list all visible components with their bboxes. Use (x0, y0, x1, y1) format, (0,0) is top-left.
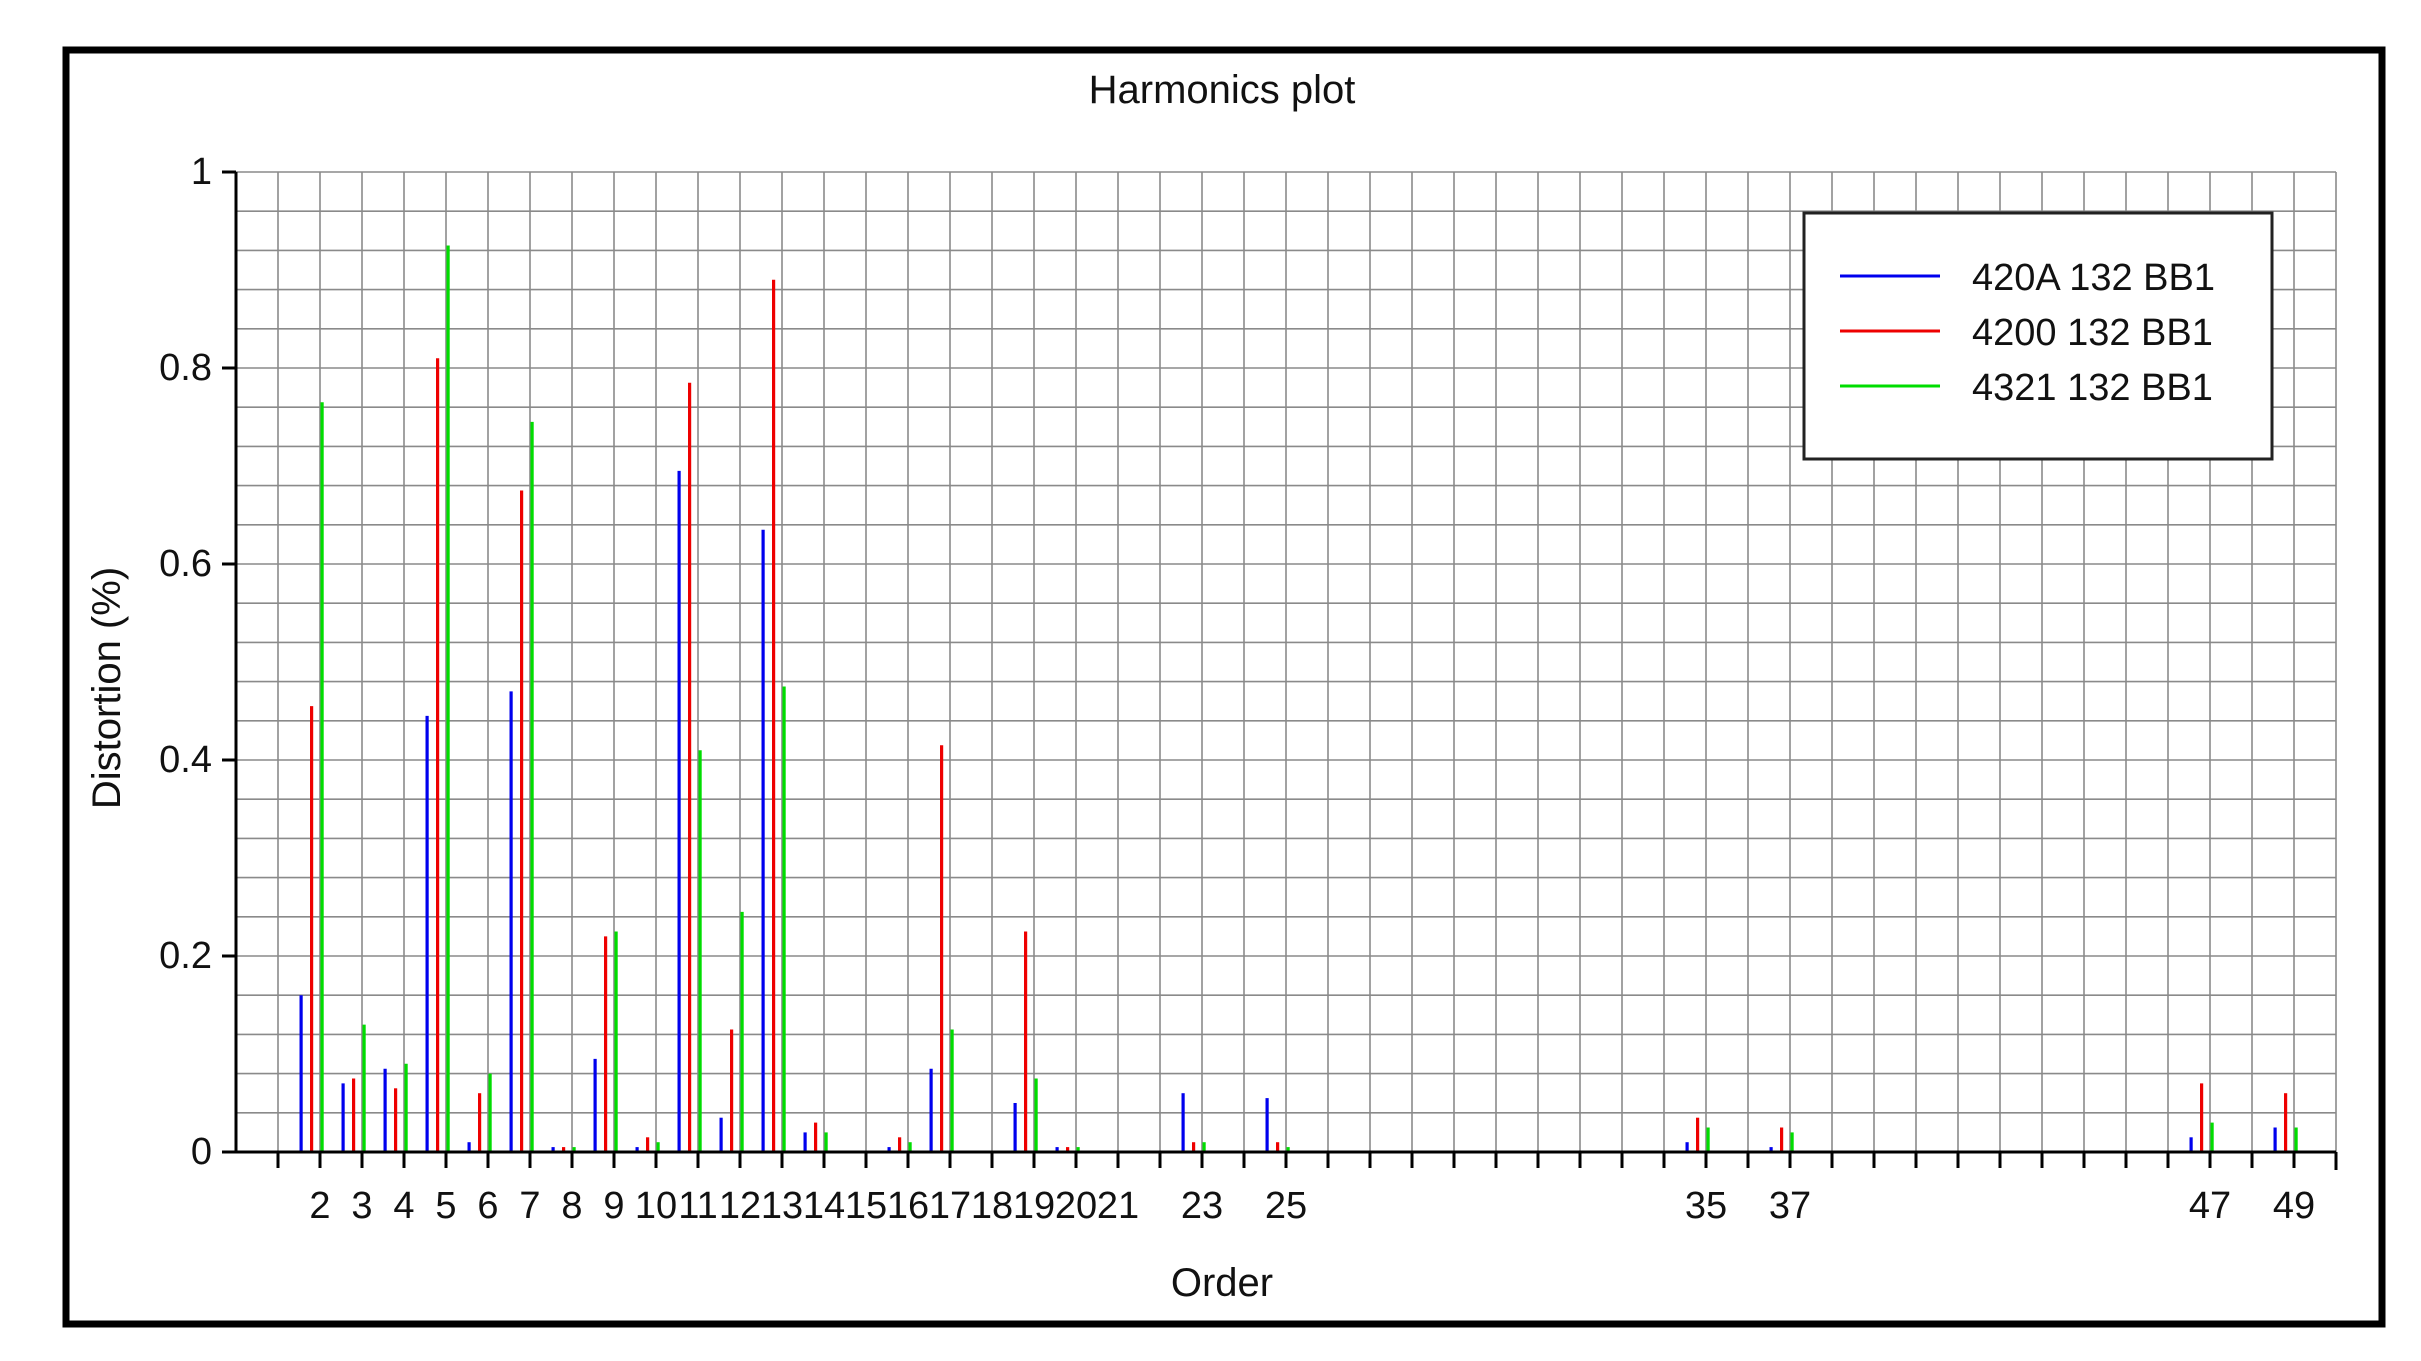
y-tick-label: 0.4 (159, 739, 212, 781)
legend-label: 4321 132 BB1 (1972, 367, 2213, 409)
legend-box (1802, 211, 2274, 461)
x-tick-label: 14 (803, 1185, 845, 1227)
x-tick-label: 17 (929, 1185, 971, 1227)
x-tick-label: 4 (393, 1185, 414, 1227)
x-tick-label: 11 (678, 1185, 717, 1227)
x-ticks: 2 3 4 5 6 7 8 9 10 11 12 13 14 15 16 17 18 19 20 21 23 25 35 37… (276, 1152, 2315, 1227)
chart-title: Harmonics plot (1089, 68, 1356, 112)
x-tick-label: 6 (477, 1185, 498, 1227)
x-tick-label: 13 (761, 1185, 803, 1227)
grid (236, 171, 2337, 1152)
legend-label: 4200 132 BB1 (1972, 312, 2213, 354)
x-tick-label: 9 (603, 1185, 624, 1227)
x-tick-label: 5 (435, 1185, 456, 1227)
x-tick-label: 23 (1181, 1185, 1223, 1227)
x-tick-label: 49 (2273, 1185, 2315, 1227)
x-tick-label: 37 (1769, 1185, 1811, 1227)
x-axis-label: Order (1171, 1261, 1273, 1305)
x-tick-label: 15 (845, 1185, 887, 1227)
x-tick-label: 10 (635, 1185, 677, 1227)
x-tick-label: 18 (971, 1185, 1013, 1227)
y-tick-label: 1 (191, 151, 212, 193)
x-tick-label: 25 (1265, 1185, 1307, 1227)
legend: 420A 132 BB1 4200 132 BB1 4321 132 BB1 (1802, 211, 2274, 461)
y-ticks: 0 0.2 0.4 0.6 0.8 1 (159, 151, 236, 1173)
x-tick-label: 8 (561, 1185, 582, 1227)
x-tick-label: 19 (1013, 1185, 1055, 1227)
x-tick-label: 47 (2189, 1185, 2231, 1227)
x-tick-label: 3 (351, 1185, 372, 1227)
x-tick-label: 35 (1685, 1185, 1727, 1227)
y-tick-label: 0.2 (159, 935, 212, 977)
legend-label: 420A 132 BB1 (1972, 257, 2215, 299)
bars (299, 245, 2298, 1152)
y-tick-label: 0.6 (159, 543, 212, 585)
x-tick-label: 20 (1055, 1185, 1097, 1227)
x-tick-label: 21 (1097, 1185, 1139, 1227)
x-tick-label: 2 (309, 1185, 330, 1227)
y-axis-label: Distortion (%) (85, 567, 129, 809)
x-tick-label: 12 (719, 1185, 761, 1227)
x-tick-label: 16 (887, 1185, 929, 1227)
y-tick-label: 0.8 (159, 347, 212, 389)
y-tick-label: 0 (191, 1131, 212, 1173)
x-tick-label: 7 (519, 1185, 540, 1227)
